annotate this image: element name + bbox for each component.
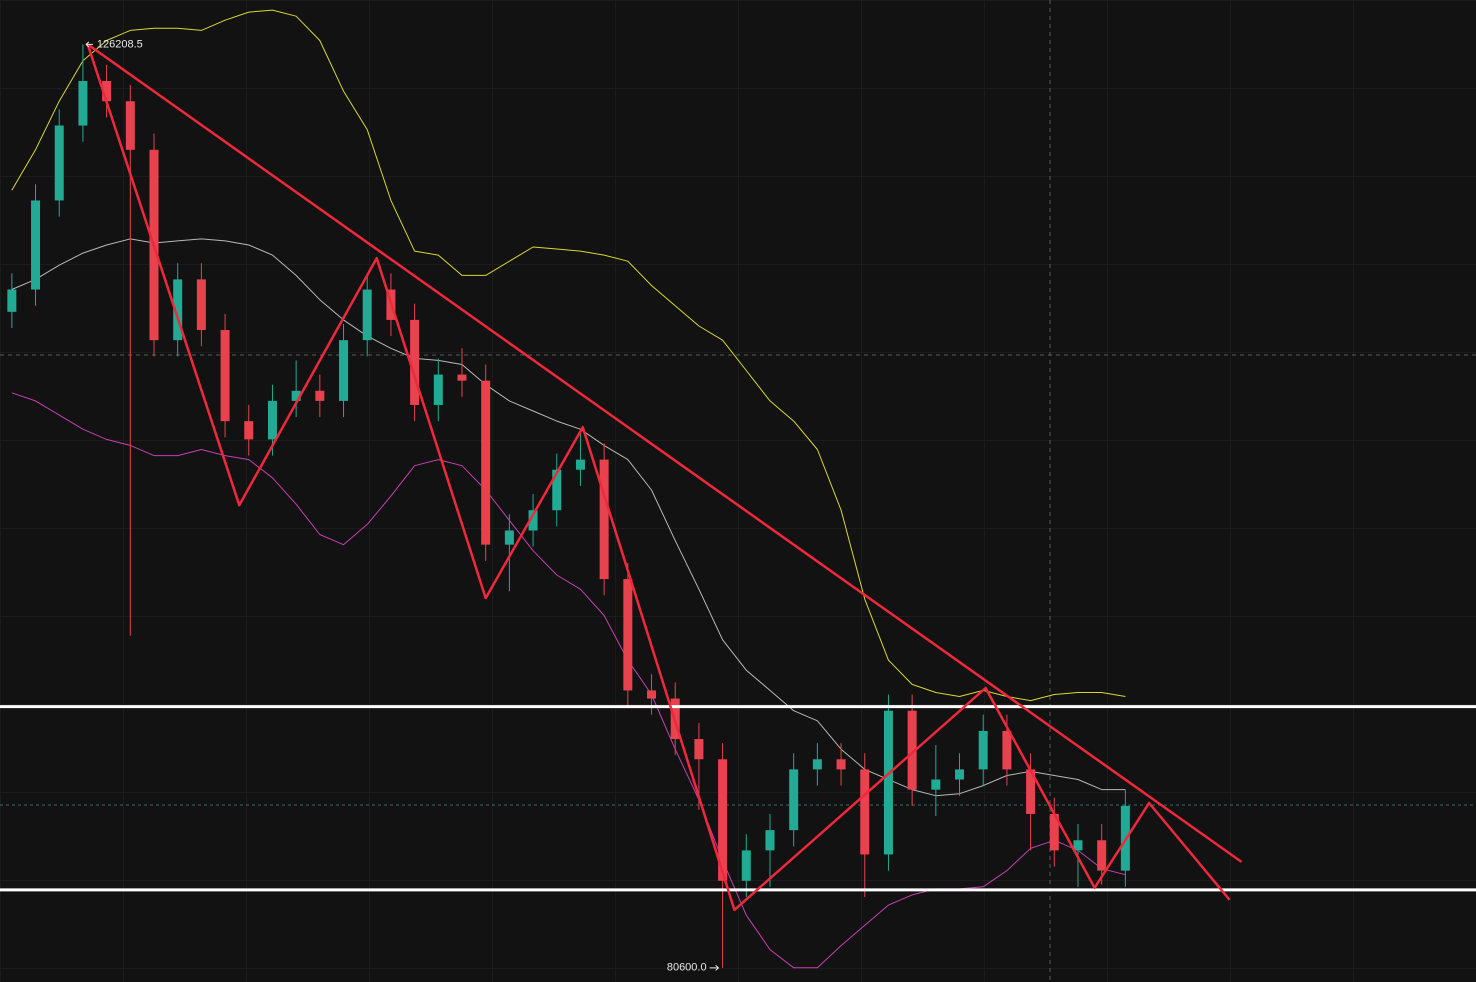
arrow-icon: [85, 41, 93, 48]
candle-body: [789, 769, 799, 831]
candle-body: [220, 330, 230, 422]
candle-body: [812, 759, 822, 770]
band-line: [11, 9, 1126, 702]
candle-body: [1026, 769, 1036, 814]
candle-body: [125, 101, 135, 150]
candle-body: [291, 390, 301, 401]
candle-body: [599, 459, 609, 580]
low-price-label: 80600.0: [667, 962, 707, 974]
candle-body: [362, 289, 372, 341]
candle-body: [1002, 730, 1012, 770]
candle-body: [883, 710, 893, 855]
candle-body: [907, 710, 917, 790]
candle-body: [315, 390, 325, 401]
high-price-label: 126208.5: [97, 38, 143, 50]
candle-body: [7, 289, 17, 312]
candle-body: [196, 279, 206, 331]
candle-body: [860, 769, 870, 855]
candle-body: [1073, 840, 1083, 851]
band-line: [11, 392, 1126, 969]
candle-body: [647, 690, 657, 699]
candle-body: [623, 579, 633, 691]
candle-body: [78, 80, 88, 126]
candle-body: [765, 830, 775, 851]
band-line: [11, 238, 1126, 797]
candle-body: [955, 769, 965, 780]
candle-body: [1049, 813, 1059, 851]
candle-body: [481, 380, 491, 545]
trend-drawing: [86, 43, 1243, 863]
candle-body: [528, 510, 538, 531]
candle-body: [267, 400, 277, 440]
candle-body: [457, 374, 467, 381]
candle-body: [718, 759, 728, 881]
candle-body: [575, 459, 585, 470]
candle-body: [1097, 840, 1107, 871]
candle-body: [54, 125, 64, 201]
candle-body: [552, 469, 562, 511]
candle-body: [836, 759, 846, 770]
candle-body: [173, 279, 183, 341]
candle-body: [931, 779, 941, 790]
candle-body: [31, 200, 41, 290]
candle-body: [339, 340, 349, 401]
candle-body: [433, 374, 443, 405]
candle-body: [244, 421, 254, 440]
candle-body: [102, 80, 112, 102]
candle-body: [694, 739, 704, 760]
arrow-icon: [709, 964, 719, 971]
candle-body: [504, 530, 514, 545]
trend-drawing: [86, 44, 1231, 912]
candle-body: [410, 319, 420, 405]
candle-body: [978, 730, 988, 770]
candle-body: [741, 850, 751, 881]
